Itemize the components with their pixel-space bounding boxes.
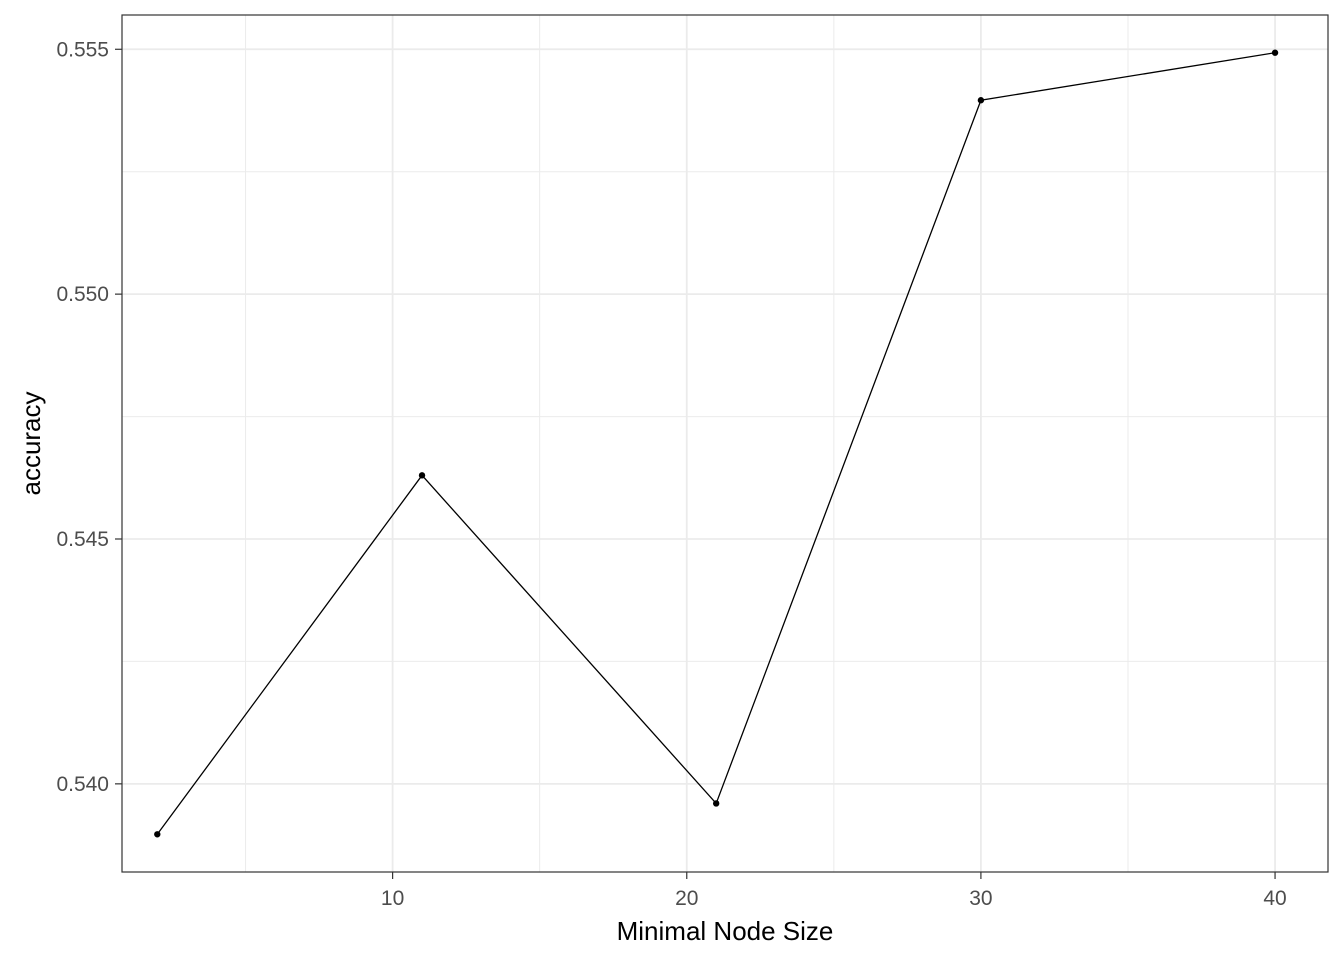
y-tick-labels: 0.540 0.545 0.550 0.555 — [56, 38, 109, 796]
data-point — [1271, 49, 1279, 56]
y-tick-label: 0.545 — [56, 528, 109, 551]
data-point — [977, 97, 985, 104]
x-tick-label: 20 — [675, 887, 698, 910]
axis-ticks — [115, 48, 1276, 879]
panel-border — [121, 14, 1329, 873]
y-tick-label: 0.550 — [56, 283, 109, 306]
minor-gridlines — [122, 15, 1328, 872]
data-point — [154, 831, 161, 838]
major-gridlines — [122, 15, 1328, 872]
y-tick-label: 0.540 — [56, 773, 109, 796]
x-axis-title: Minimal Node Size — [617, 916, 834, 946]
series-layer — [154, 49, 1279, 838]
series-line — [156, 52, 1276, 835]
data-point — [712, 800, 720, 807]
x-tick-labels: 10 20 30 40 — [381, 887, 1287, 910]
data-point — [418, 472, 426, 479]
x-tick-label: 40 — [1263, 887, 1286, 910]
y-axis-title: accuracy — [16, 391, 46, 495]
x-tick-label: 10 — [381, 887, 404, 910]
x-tick-label: 30 — [969, 887, 992, 910]
y-tick-label: 0.555 — [56, 38, 109, 61]
